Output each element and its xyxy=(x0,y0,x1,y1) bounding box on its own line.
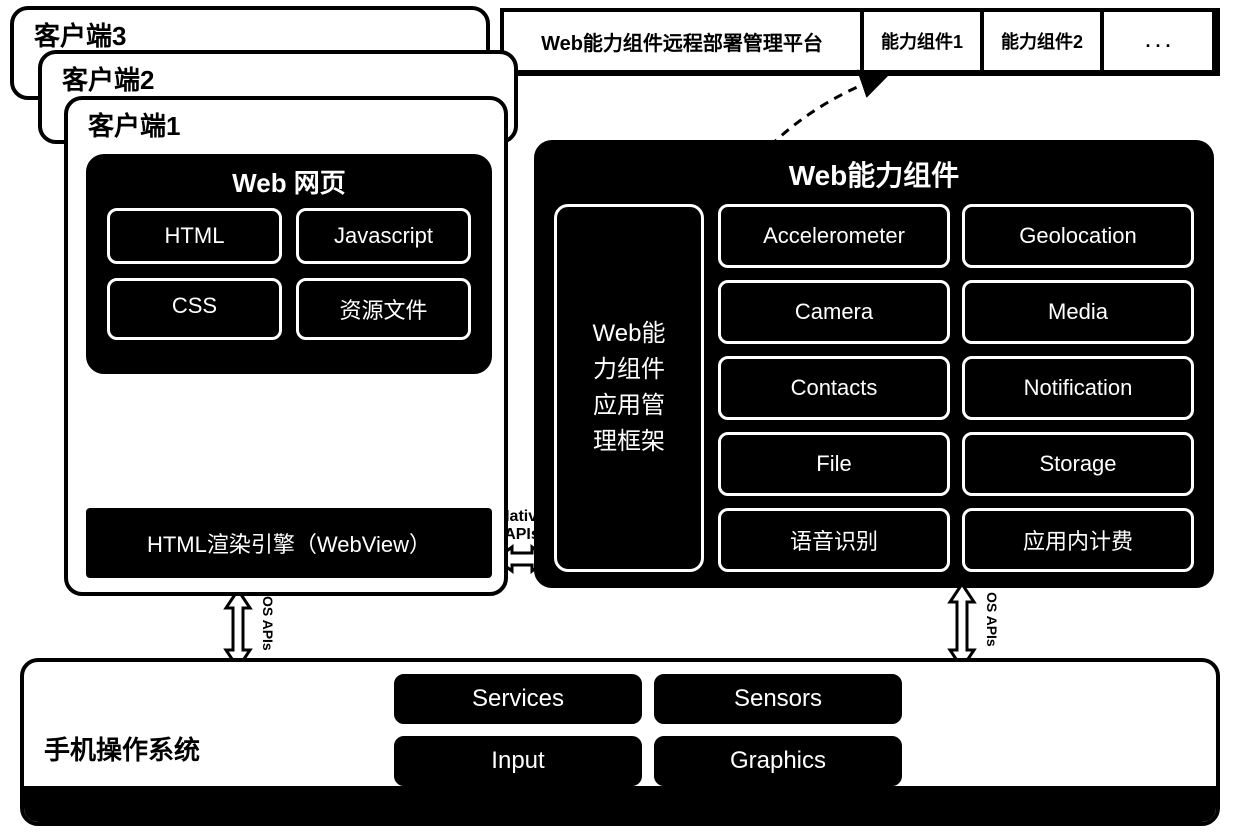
wp-resources: 资源文件 xyxy=(296,278,471,340)
wp-html: HTML xyxy=(107,208,282,264)
cap-billing: 应用内计费 xyxy=(962,508,1194,572)
os-graphics: Graphics xyxy=(654,736,902,786)
cap-accelerometer: Accelerometer xyxy=(718,204,950,268)
mgmt-comp1: 能力组件1 xyxy=(864,12,984,70)
client2-label: 客户端2 xyxy=(62,60,154,97)
mgmt-title: Web能力组件远程部署管理平台 xyxy=(504,12,864,70)
dashed-arrow xyxy=(730,68,930,148)
cap-media: Media xyxy=(962,280,1194,344)
mgmt-more: . . . xyxy=(1104,12,1212,70)
mgmt-platform: Web能力组件远程部署管理平台 能力组件1 能力组件2 . . . xyxy=(500,8,1220,76)
webpage-box: Web 网页 HTML Javascript CSS 资源文件 xyxy=(86,154,492,374)
client3-label: 客户端3 xyxy=(34,16,126,53)
wp-css: CSS xyxy=(107,278,282,340)
capability-box: Web能力组件 Web能 力组件 应用管 理框架 Accelerometer G… xyxy=(534,140,1214,588)
capability-framework: Web能 力组件 应用管 理框架 xyxy=(554,204,704,572)
os-services: Services xyxy=(394,674,642,724)
cap-contacts: Contacts xyxy=(718,356,950,420)
cap-file: File xyxy=(718,432,950,496)
os-sensors: Sensors xyxy=(654,674,902,724)
client1-label: 客户端1 xyxy=(88,106,180,143)
os-input: Input xyxy=(394,736,642,786)
cap-speech: 语音识别 xyxy=(718,508,950,572)
wp-js: Javascript xyxy=(296,208,471,264)
capability-grid: Accelerometer Geolocation Camera Media C… xyxy=(718,204,1194,572)
cap-geolocation: Geolocation xyxy=(962,204,1194,268)
arrow-os-left-label: OS APIs xyxy=(260,596,276,651)
cap-storage: Storage xyxy=(962,432,1194,496)
render-engine: HTML渲染引擎（WebView） xyxy=(86,508,492,578)
arrow-os-right-label: OS APIs xyxy=(984,592,1000,647)
cap-notification: Notification xyxy=(962,356,1194,420)
diagram-root: Web能力组件远程部署管理平台 能力组件1 能力组件2 . . . 客户端3 客… xyxy=(0,0,1240,834)
os-bottom-bar xyxy=(24,786,1216,822)
os-label: 手机操作系统 xyxy=(44,730,200,767)
os-box: 手机操作系统 Services Sensors Input Graphics xyxy=(20,658,1220,826)
mgmt-comp2: 能力组件2 xyxy=(984,12,1104,70)
capability-title: Web能力组件 xyxy=(538,144,1210,204)
webpage-title: Web 网页 xyxy=(89,157,489,208)
client1-card: 客户端1 Web 网页 HTML Javascript CSS 资源文件 HTM… xyxy=(64,96,508,596)
cap-camera: Camera xyxy=(718,280,950,344)
